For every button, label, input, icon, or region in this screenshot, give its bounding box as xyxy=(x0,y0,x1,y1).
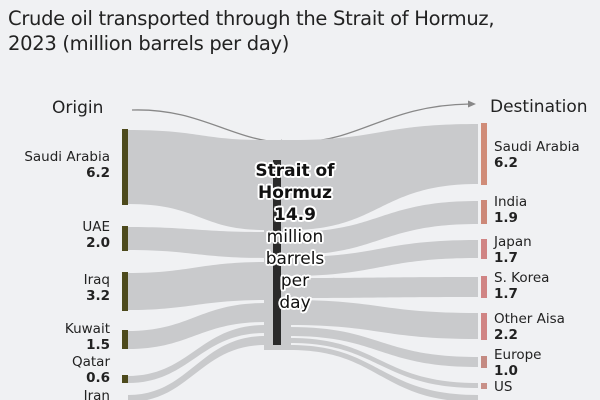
origin-value: 6.2 xyxy=(86,165,110,181)
destination-name: S. Korea xyxy=(494,270,550,286)
destination-value: 1.7 xyxy=(494,250,518,266)
hub-name-line-2: Hormuz xyxy=(257,183,332,203)
destination-label-saudi-arabia: Saudi Arabia 6.2 xyxy=(494,139,580,171)
hormuz-hub-label: Strait of Hormuz 14.9 million barrels pe… xyxy=(230,160,360,314)
destination-label-other-asia: Other Aisa 2.2 xyxy=(494,311,565,343)
destination-label-europe: Europe 1.0 xyxy=(494,347,541,379)
origin-label-iraq: Iraq 3.2 xyxy=(84,272,110,304)
destination-label-s-korea: S. Korea 1.7 xyxy=(494,270,549,302)
hub-name-line-1: Strait of xyxy=(255,161,335,181)
origin-name: Saudi Arabia xyxy=(24,149,110,165)
origin-label-uae: UAE 2.0 xyxy=(82,219,110,251)
origin-value: 1.5 xyxy=(86,337,110,353)
destination-name: India xyxy=(494,194,528,210)
destination-value: 1.9 xyxy=(494,210,518,226)
destination-flows xyxy=(290,124,478,400)
origin-value: 3.2 xyxy=(86,288,110,304)
origin-label-kuwait: Kuwait 1.5 xyxy=(65,321,110,353)
destination-label-us: US xyxy=(494,379,512,395)
origin-flows xyxy=(128,130,265,400)
hub-total-value: 14.9 xyxy=(274,205,316,225)
destination-value: 1.0 xyxy=(494,363,518,379)
origin-heading: Origin xyxy=(52,98,104,118)
destination-name: Saudi Arabia xyxy=(494,139,580,155)
destination-value: 1.7 xyxy=(494,286,518,302)
destination-name: Europe xyxy=(494,347,542,363)
hub-unit-line-2: barrels xyxy=(265,249,325,269)
origin-name: Qatar xyxy=(71,354,110,370)
origin-name: Kuwait xyxy=(64,321,110,337)
origin-label-saudi-arabia: Saudi Arabia 6.2 xyxy=(24,149,110,181)
destination-label-japan: Japan 1.7 xyxy=(494,234,532,266)
destination-value: 2.2 xyxy=(494,327,518,343)
destination-arrowhead-icon xyxy=(468,100,476,108)
destination-label-india: India 1.9 xyxy=(494,194,527,226)
destination-heading: Destination xyxy=(490,97,588,117)
hormuz-hub-bar xyxy=(273,160,281,345)
origin-name: UAE xyxy=(82,219,110,235)
destination-value: 6.2 xyxy=(494,155,518,171)
title-line-1: Crude oil transported through the Strait… xyxy=(8,7,495,30)
origin-label-qatar: Qatar 0.6 xyxy=(72,354,110,386)
hub-unit-line-3: per xyxy=(280,271,310,291)
origin-value: 0.6 xyxy=(86,370,110,386)
hub-unit-line-1: million xyxy=(266,227,324,247)
destination-name: US xyxy=(494,379,513,395)
destination-name: Other Aisa xyxy=(494,311,565,327)
origin-name: Iraq xyxy=(83,272,110,288)
origin-name: Iran xyxy=(83,388,110,400)
origin-value: 2.0 xyxy=(86,235,110,251)
origin-label-iran: Iran xyxy=(84,388,110,400)
title-line-2: 2023 (million barrels per day) xyxy=(8,32,290,55)
origin-bars xyxy=(122,129,128,383)
hub-unit-line-4: day xyxy=(279,293,311,313)
destination-bars xyxy=(481,123,487,389)
chart-title: Crude oil transported through the Strait… xyxy=(8,6,598,56)
destination-name: Japan xyxy=(494,234,532,250)
